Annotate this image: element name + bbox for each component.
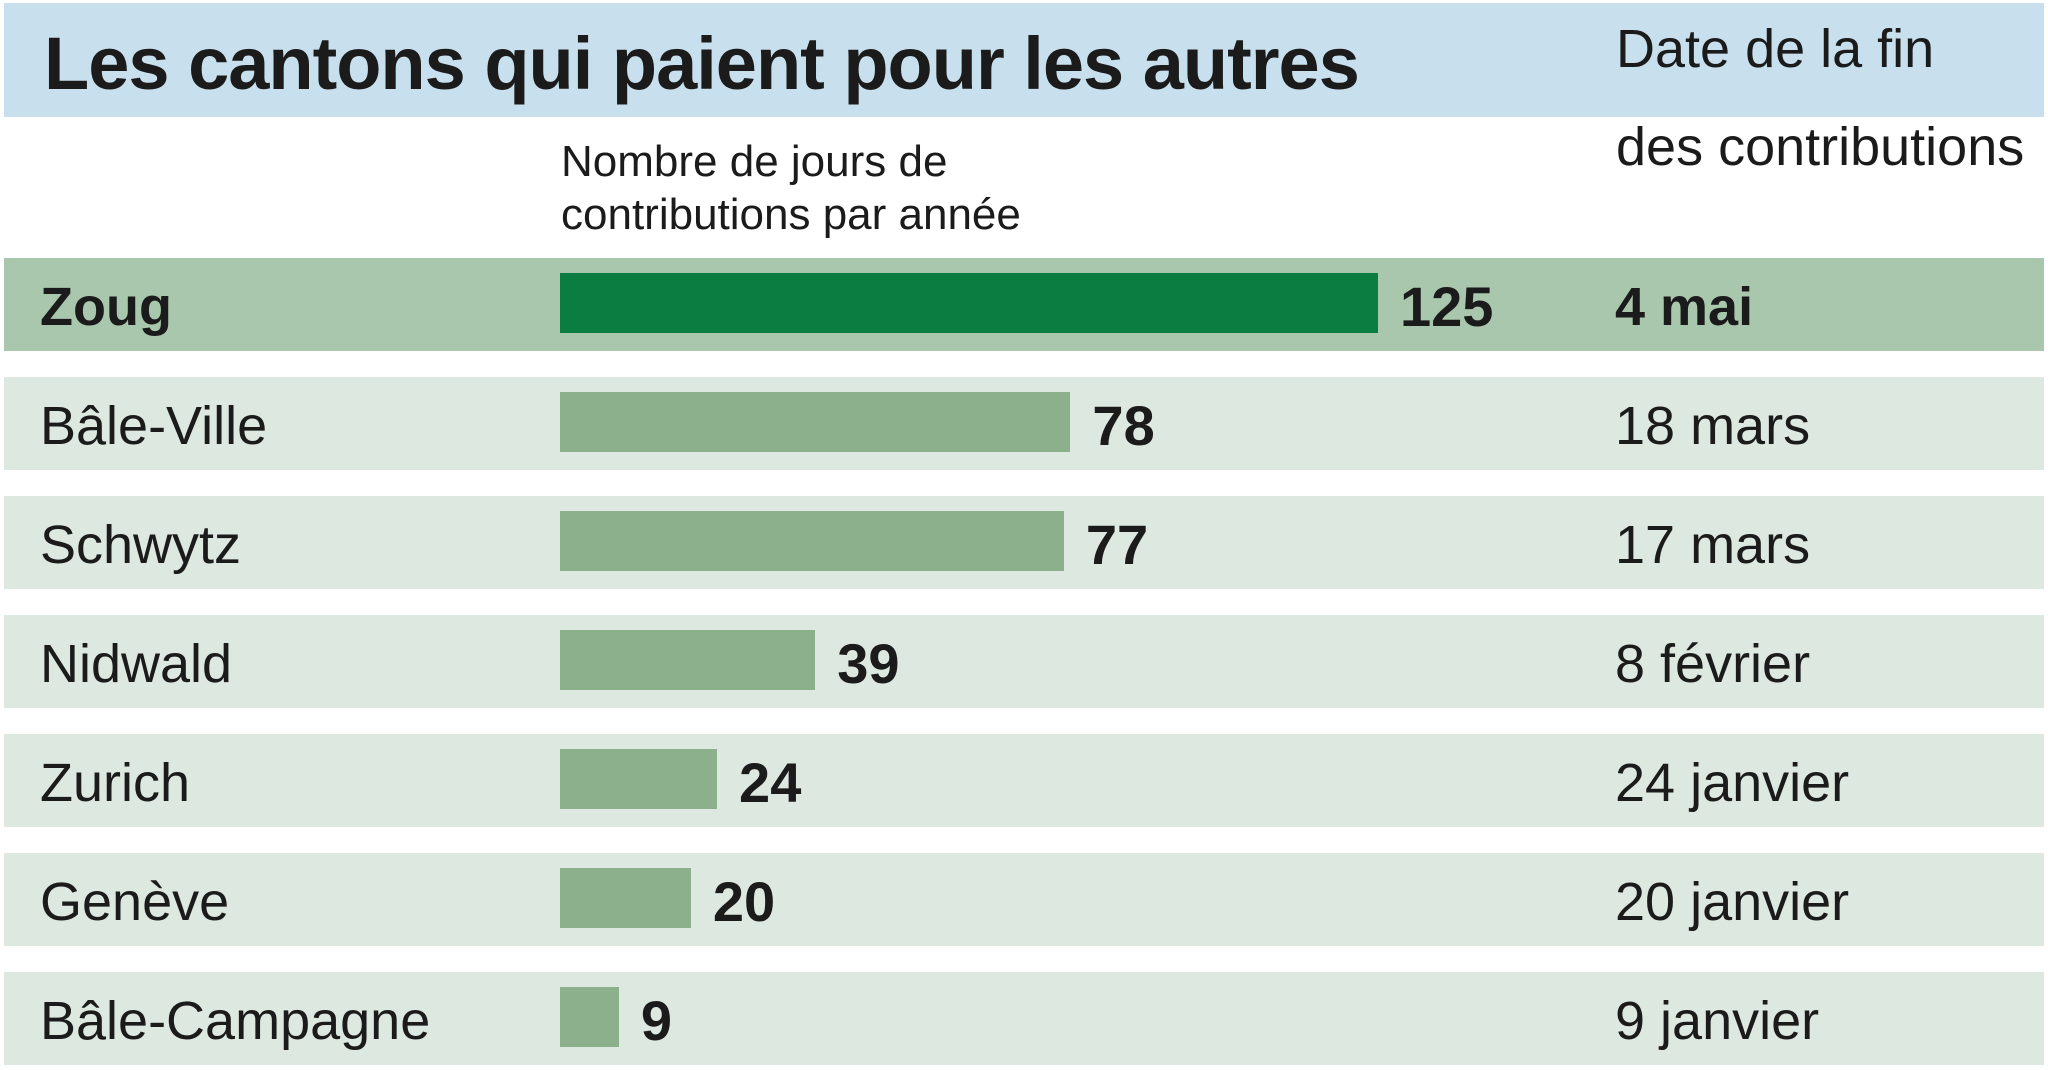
bar-value-label: 9 xyxy=(640,989,673,1052)
days-column-header-line-2: contributions par année xyxy=(561,190,1021,239)
end-date: 20 janvier xyxy=(1615,872,1850,932)
end-date: 18 mars xyxy=(1615,396,1811,456)
canton-name: Zurich xyxy=(40,753,191,813)
end-date: 9 janvier xyxy=(1615,991,1820,1051)
table-row: Bâle-Campagne 9 9 janvier xyxy=(4,972,2044,1065)
end-date: 4 mai xyxy=(1615,277,1754,337)
bar-value-label: 77 xyxy=(1085,513,1149,576)
days-column-header-line-1: Nombre de jours de xyxy=(561,137,948,186)
canton-name: Genève xyxy=(40,872,230,932)
table-row: Zoug 125 4 mai xyxy=(4,258,2044,351)
canton-name: Zoug xyxy=(40,277,172,337)
table-row: Zurich 24 24 janvier xyxy=(4,734,2044,827)
bar-value-label: 125 xyxy=(1400,275,1494,338)
end-date: 24 janvier xyxy=(1615,753,1850,813)
date-column-header-line-2: des contributions xyxy=(1616,117,2025,177)
canton-name: Nidwald xyxy=(40,634,233,694)
bar-value-label: 20 xyxy=(712,870,776,933)
canton-name: Schwytz xyxy=(40,515,242,575)
bar xyxy=(560,630,816,690)
bar xyxy=(560,868,691,928)
date-column-header-line-1: Date de la fin xyxy=(1616,19,1935,79)
table-row: Genève 20 20 janvier xyxy=(4,853,2044,946)
bar xyxy=(560,273,1378,333)
canton-name: Bâle-Campagne xyxy=(40,991,431,1051)
canton-name: Bâle-Ville xyxy=(40,396,268,456)
chart-title: Les cantons qui paient pour les autres xyxy=(44,22,1360,105)
bar-value-label: 78 xyxy=(1092,394,1155,457)
bar-value-label: 24 xyxy=(739,751,802,814)
table-row: Nidwald 39 8 février xyxy=(4,615,2044,708)
end-date: 17 mars xyxy=(1615,515,1811,575)
bar xyxy=(560,749,718,809)
bar xyxy=(560,392,1071,452)
days-column-header: Nombre de jours de contributions par ann… xyxy=(561,135,1021,241)
table-row: Bâle-Ville 78 18 mars xyxy=(4,377,2044,470)
bar xyxy=(560,511,1064,571)
table-row: Schwytz 77 17 mars xyxy=(4,496,2044,589)
bar-value-label: 39 xyxy=(837,632,900,695)
date-column-header: Date de la fin des contributions xyxy=(1616,0,2024,177)
title-band: Les cantons qui paient pour les autres xyxy=(4,3,2044,117)
bar xyxy=(560,987,619,1047)
end-date: 8 février xyxy=(1615,634,1811,694)
